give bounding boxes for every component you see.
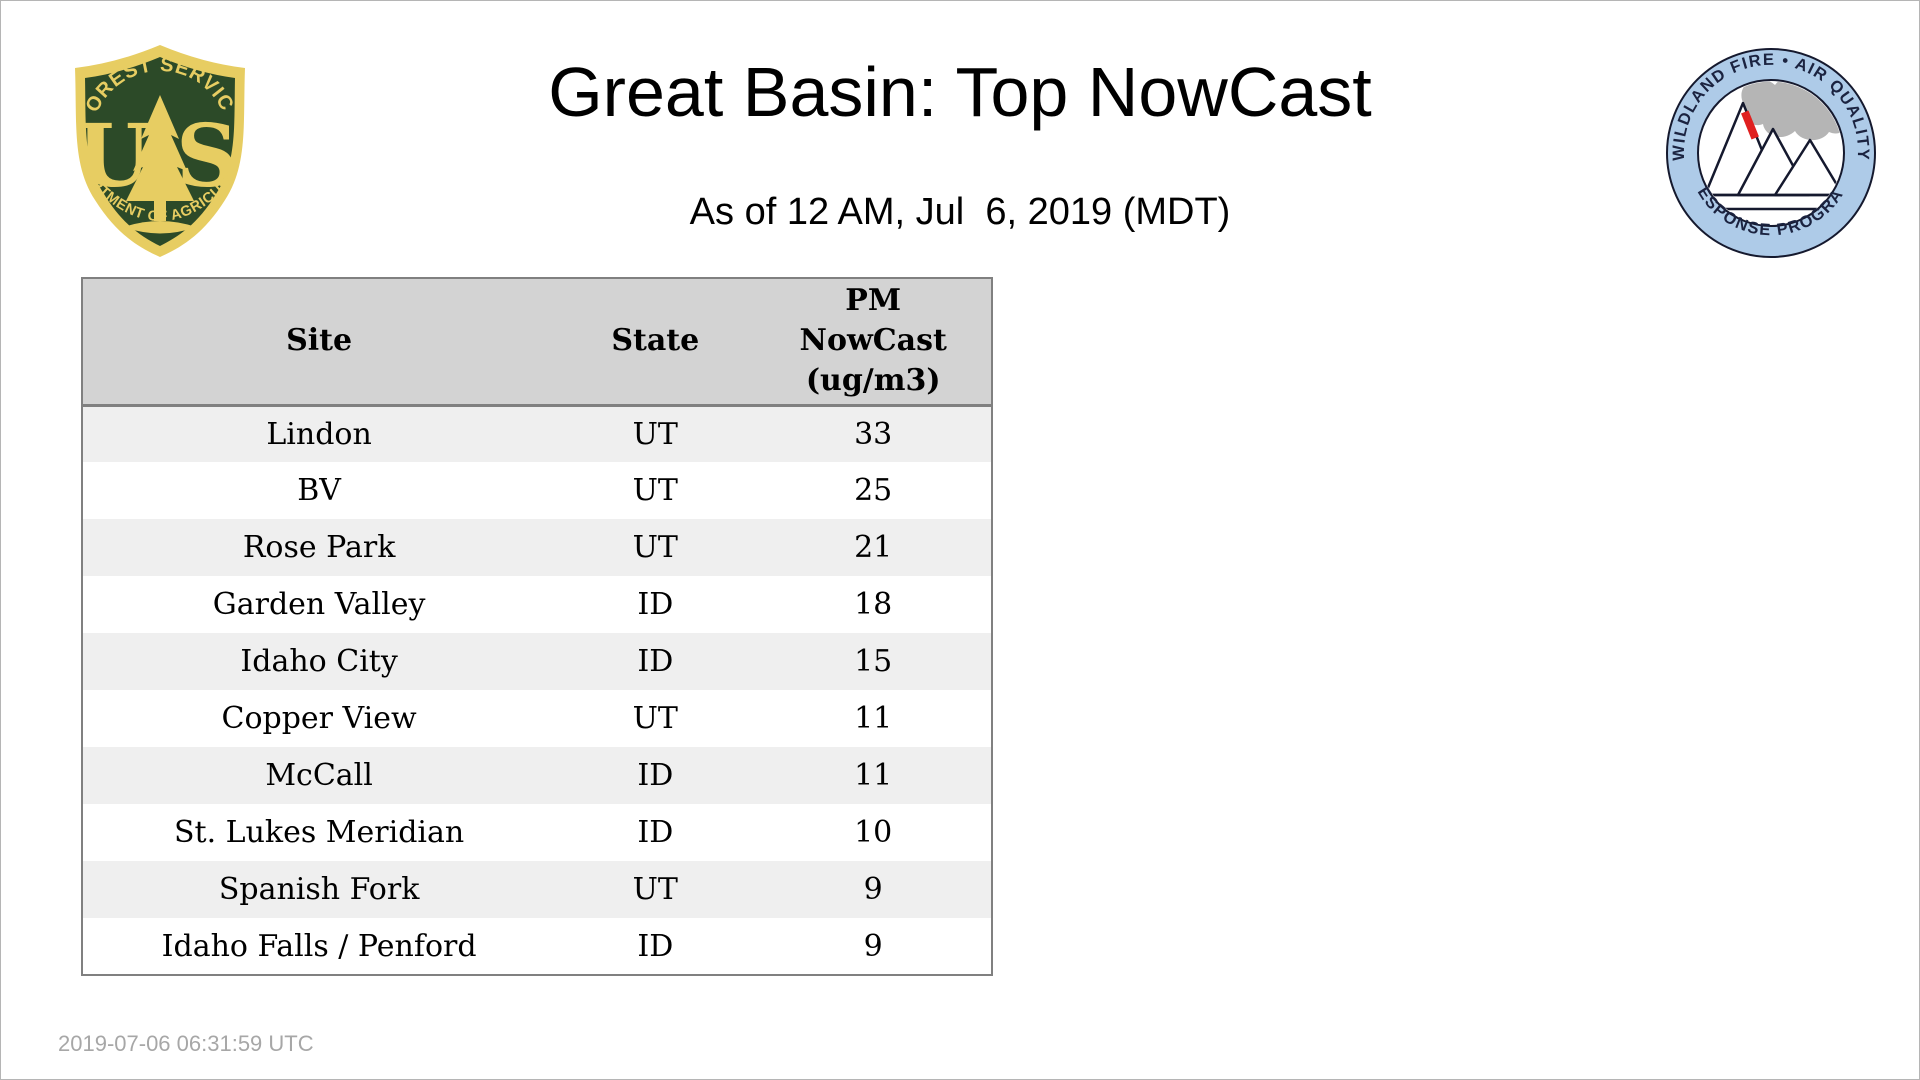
table-cell-site: Rose Park xyxy=(242,530,396,565)
table-cell-state: ID xyxy=(637,928,674,964)
table-cell-value: 9 xyxy=(863,928,883,964)
table-cell-site: BV xyxy=(297,473,341,508)
table-cell-value: 33 xyxy=(854,416,893,452)
column-header-site: Site xyxy=(82,278,556,407)
table-cell-value: 11 xyxy=(854,758,893,793)
page-title: Great Basin: Top NowCast xyxy=(548,53,1372,131)
table-cell-state: ID xyxy=(637,815,674,850)
table-cell-state: ID xyxy=(637,587,674,622)
table-cell-value: 11 xyxy=(854,701,893,736)
table-row: Lindon UT 33 xyxy=(82,405,992,462)
table-row: Spanish Fork UT 9 xyxy=(82,861,992,918)
wfaqrp-badge-icon: WILDLAND FIRE • AIR QUALITY RESPONSE PRO… xyxy=(1663,45,1876,258)
table-row: St. Lukes Meridian ID 10 xyxy=(82,804,992,861)
table-cell-site: Garden Valley xyxy=(212,587,426,622)
table-cell-state: UT xyxy=(632,416,678,452)
table-cell-site: Lindon xyxy=(266,416,372,452)
table-cell-site: Idaho Falls / Penford xyxy=(161,928,477,964)
usfs-pine-tree-icon xyxy=(124,95,196,234)
table-row: Rose Park UT 21 xyxy=(82,519,992,576)
table-cell-site: Spanish Fork xyxy=(218,872,420,907)
flame-icon xyxy=(1741,110,1759,140)
table-header: Site State PM NowCast (ug/m3) xyxy=(82,278,992,407)
table-cell-site: St. Lukes Meridian xyxy=(174,815,465,850)
table-cell-state: ID xyxy=(637,644,674,679)
column-header-state: State xyxy=(555,278,756,407)
table-row: Idaho City ID 15 xyxy=(82,633,992,690)
table-cell-value: 18 xyxy=(854,587,893,622)
table-row: BV UT 25 xyxy=(82,462,992,519)
table-row: Copper View UT 11 xyxy=(82,690,992,747)
table-cell-site: Idaho City xyxy=(240,644,398,679)
table-cell-value: 9 xyxy=(863,872,883,907)
table-row: Idaho Falls / Penford ID 9 xyxy=(82,918,992,975)
table-cell-state: UT xyxy=(632,473,678,508)
table-row: Garden Valley ID 18 xyxy=(82,576,992,633)
table-body: Lindon UT 33 BV UT 25 Rose Park UT 21 Garden Vall… xyxy=(82,405,992,975)
table-cell-state: UT xyxy=(632,872,678,907)
footer-timestamp: 2019-07-06 06:31:59 UTC xyxy=(58,1031,314,1056)
table-cell-value: 15 xyxy=(854,644,893,679)
table-cell-value: 25 xyxy=(854,473,893,508)
table-cell-value: 21 xyxy=(854,530,893,565)
table-cell-site: Copper View xyxy=(221,701,417,736)
column-header-pm-nowcast: PM NowCast (ug/m3) xyxy=(755,278,992,407)
usfs-shield-icon: FOREST SERVICE U S DEPARTMENT OF AGRICUL… xyxy=(67,43,245,257)
table-cell-state: UT xyxy=(632,530,678,565)
table-cell-site: McCall xyxy=(265,758,373,793)
page-subtitle: As of 12 AM, Jul 6, 2019 (MDT) xyxy=(689,191,1231,233)
nowcast-table: Site State PM NowCast (ug/m3) Lindon UT 33… xyxy=(81,277,993,976)
table-cell-state: ID xyxy=(637,758,674,793)
table-cell-state: UT xyxy=(632,701,678,736)
table-cell-value: 10 xyxy=(854,815,893,850)
table-row: McCall ID 11 xyxy=(82,747,992,804)
